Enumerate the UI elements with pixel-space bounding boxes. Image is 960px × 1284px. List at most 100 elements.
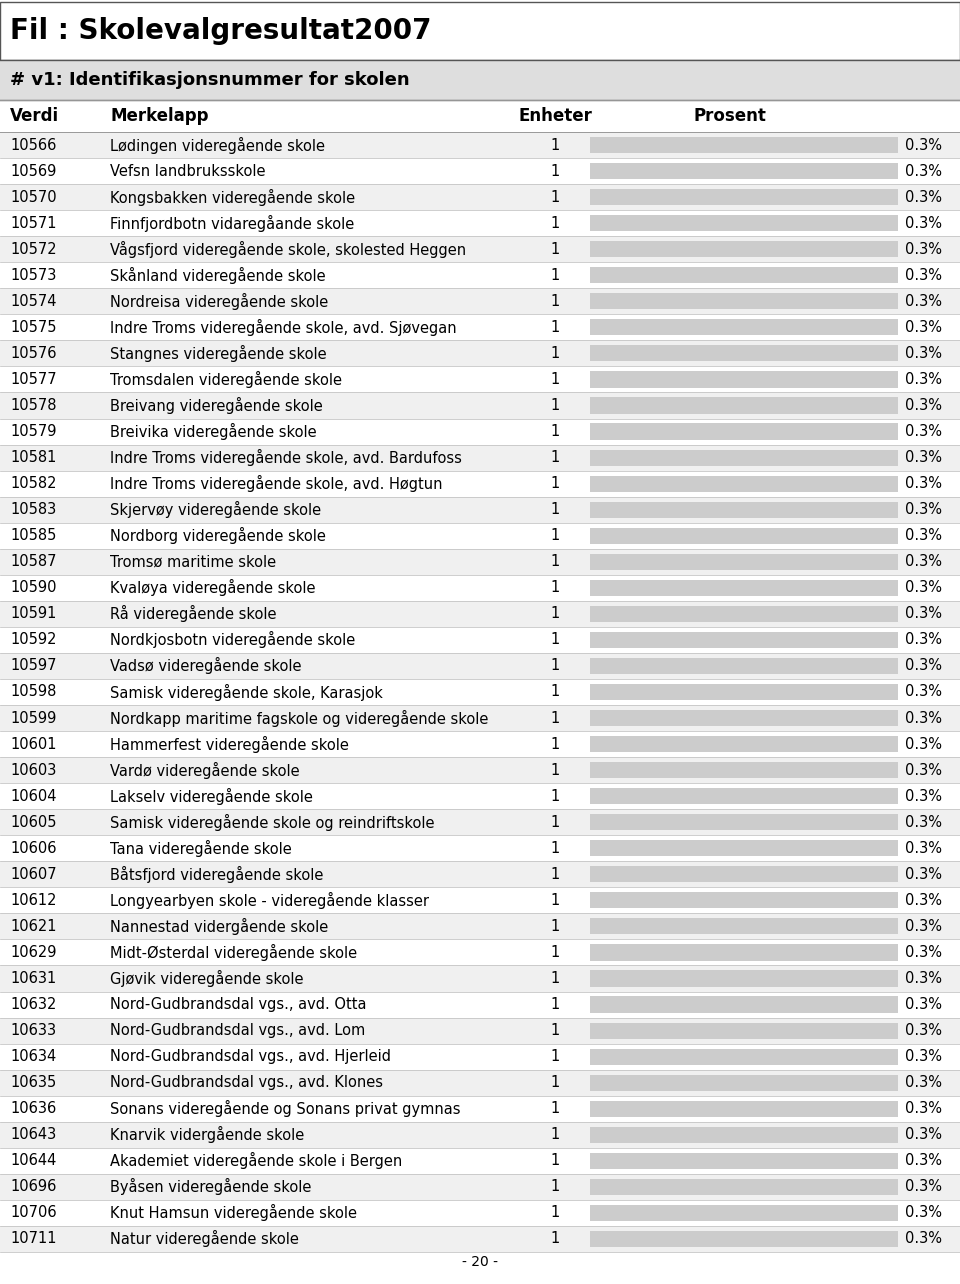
Text: Byåsen videregående skole: Byåsen videregående skole — [110, 1179, 311, 1195]
Bar — [590, 137, 898, 153]
Text: Longyearbyen skole - videregående klasser: Longyearbyen skole - videregående klasse… — [110, 892, 429, 909]
Bar — [590, 1127, 898, 1143]
Text: 1: 1 — [550, 659, 560, 673]
Text: 1: 1 — [550, 1023, 560, 1037]
Text: Båtsfjord videregående skole: Båtsfjord videregående skole — [110, 865, 324, 883]
Bar — [590, 918, 898, 935]
Text: Skjervøy videregående skole: Skjervøy videregående skole — [110, 501, 322, 519]
Text: Akademiet videregående skole i Bergen: Akademiet videregående skole i Bergen — [110, 1152, 402, 1170]
Text: 10578: 10578 — [10, 398, 57, 413]
Text: 0.3%: 0.3% — [905, 528, 942, 543]
Text: Knarvik vidergående skole: Knarvik vidergående skole — [110, 1126, 304, 1143]
Bar — [0, 262, 960, 289]
Text: 0.3%: 0.3% — [905, 1127, 942, 1143]
Bar — [590, 892, 898, 909]
Text: 10577: 10577 — [10, 372, 57, 386]
Bar — [590, 945, 898, 960]
Text: 0.3%: 0.3% — [905, 372, 942, 386]
Text: 1: 1 — [550, 216, 560, 231]
Text: 1: 1 — [550, 502, 560, 517]
Bar — [0, 1070, 960, 1095]
Bar — [0, 1018, 960, 1044]
Text: 10711: 10711 — [10, 1231, 57, 1247]
Text: 10635: 10635 — [10, 1075, 57, 1090]
Text: Nord-Gudbrandsdal vgs., avd. Lom: Nord-Gudbrandsdal vgs., avd. Lom — [110, 1023, 365, 1037]
Text: Rå videregående skole: Rå videregående skole — [110, 605, 276, 623]
Text: 0.3%: 0.3% — [905, 476, 942, 490]
Text: 0.3%: 0.3% — [905, 241, 942, 257]
Bar — [0, 444, 960, 471]
Bar — [590, 293, 898, 309]
Text: Nordkjosbotn videregående skole: Nordkjosbotn videregående skole — [110, 632, 355, 648]
Text: 1: 1 — [550, 137, 560, 153]
Bar — [590, 1049, 898, 1064]
Bar — [590, 632, 898, 648]
Text: 10599: 10599 — [10, 710, 57, 725]
Text: Finnfjordbotn vidaregåande skole: Finnfjordbotn vidaregåande skole — [110, 214, 354, 231]
Bar — [0, 862, 960, 887]
Text: 0.3%: 0.3% — [905, 398, 942, 413]
Text: 0.3%: 0.3% — [905, 268, 942, 282]
Text: 0.3%: 0.3% — [905, 659, 942, 673]
Text: 0.3%: 0.3% — [905, 1049, 942, 1064]
Text: 10634: 10634 — [10, 1049, 57, 1064]
Text: 10566: 10566 — [10, 137, 57, 153]
Bar — [590, 449, 898, 466]
Text: Verdi: Verdi — [10, 107, 60, 125]
Text: - 20 -: - 20 - — [462, 1254, 498, 1269]
Text: 0.3%: 0.3% — [905, 867, 942, 882]
Text: 1: 1 — [550, 919, 560, 933]
Text: Breivang videregående skole: Breivang videregående skole — [110, 397, 323, 413]
Text: 1: 1 — [550, 737, 560, 751]
Text: Prosent: Prosent — [693, 107, 766, 125]
Text: 10629: 10629 — [10, 945, 57, 960]
Bar — [0, 1095, 960, 1122]
Bar — [0, 940, 960, 966]
Text: Tana videregående skole: Tana videregående skole — [110, 840, 292, 856]
Text: Vadsø videregående skole: Vadsø videregående skole — [110, 657, 301, 674]
Text: 0.3%: 0.3% — [905, 971, 942, 986]
Text: Vågsfjord videregående skole, skolested Heggen: Vågsfjord videregående skole, skolested … — [110, 240, 467, 258]
Text: 10605: 10605 — [10, 815, 57, 829]
Bar — [0, 783, 960, 809]
Text: Vardø videregående skole: Vardø videregående skole — [110, 761, 300, 778]
Bar — [590, 345, 898, 362]
Bar — [590, 814, 898, 831]
Text: 0.3%: 0.3% — [905, 841, 942, 855]
Bar — [0, 523, 960, 548]
Bar — [0, 132, 960, 158]
Text: 10571: 10571 — [10, 216, 57, 231]
Bar — [590, 867, 898, 882]
Text: 10621: 10621 — [10, 919, 57, 933]
Text: 0.3%: 0.3% — [905, 815, 942, 829]
Bar — [590, 553, 898, 570]
Text: 1: 1 — [550, 1075, 560, 1090]
Text: Natur videregående skole: Natur videregående skole — [110, 1230, 299, 1248]
Bar — [590, 528, 898, 544]
Bar — [590, 710, 898, 727]
Text: Kongsbakken videregående skole: Kongsbakken videregående skole — [110, 189, 355, 205]
Text: Skånland videregående skole: Skånland videregående skole — [110, 267, 325, 284]
Text: 0.3%: 0.3% — [905, 216, 942, 231]
Bar — [0, 548, 960, 575]
Bar — [590, 1100, 898, 1117]
Bar — [0, 315, 960, 340]
Bar — [590, 241, 898, 257]
Text: Tromsø maritime skole: Tromsø maritime skole — [110, 555, 276, 569]
Text: 0.3%: 0.3% — [905, 137, 942, 153]
Text: 1: 1 — [550, 528, 560, 543]
Bar — [590, 1204, 898, 1221]
Text: 10604: 10604 — [10, 788, 57, 804]
Text: 1: 1 — [550, 580, 560, 596]
Bar — [0, 497, 960, 523]
Text: Lødingen videregående skole: Lødingen videregående skole — [110, 136, 325, 154]
Text: 1: 1 — [550, 892, 560, 908]
Text: 10696: 10696 — [10, 1180, 57, 1194]
Bar — [590, 502, 898, 517]
Text: 1: 1 — [550, 1049, 560, 1064]
Text: 1: 1 — [550, 1206, 560, 1220]
Bar — [590, 1153, 898, 1168]
Bar — [0, 575, 960, 601]
Bar — [0, 731, 960, 758]
Text: 10606: 10606 — [10, 841, 57, 855]
